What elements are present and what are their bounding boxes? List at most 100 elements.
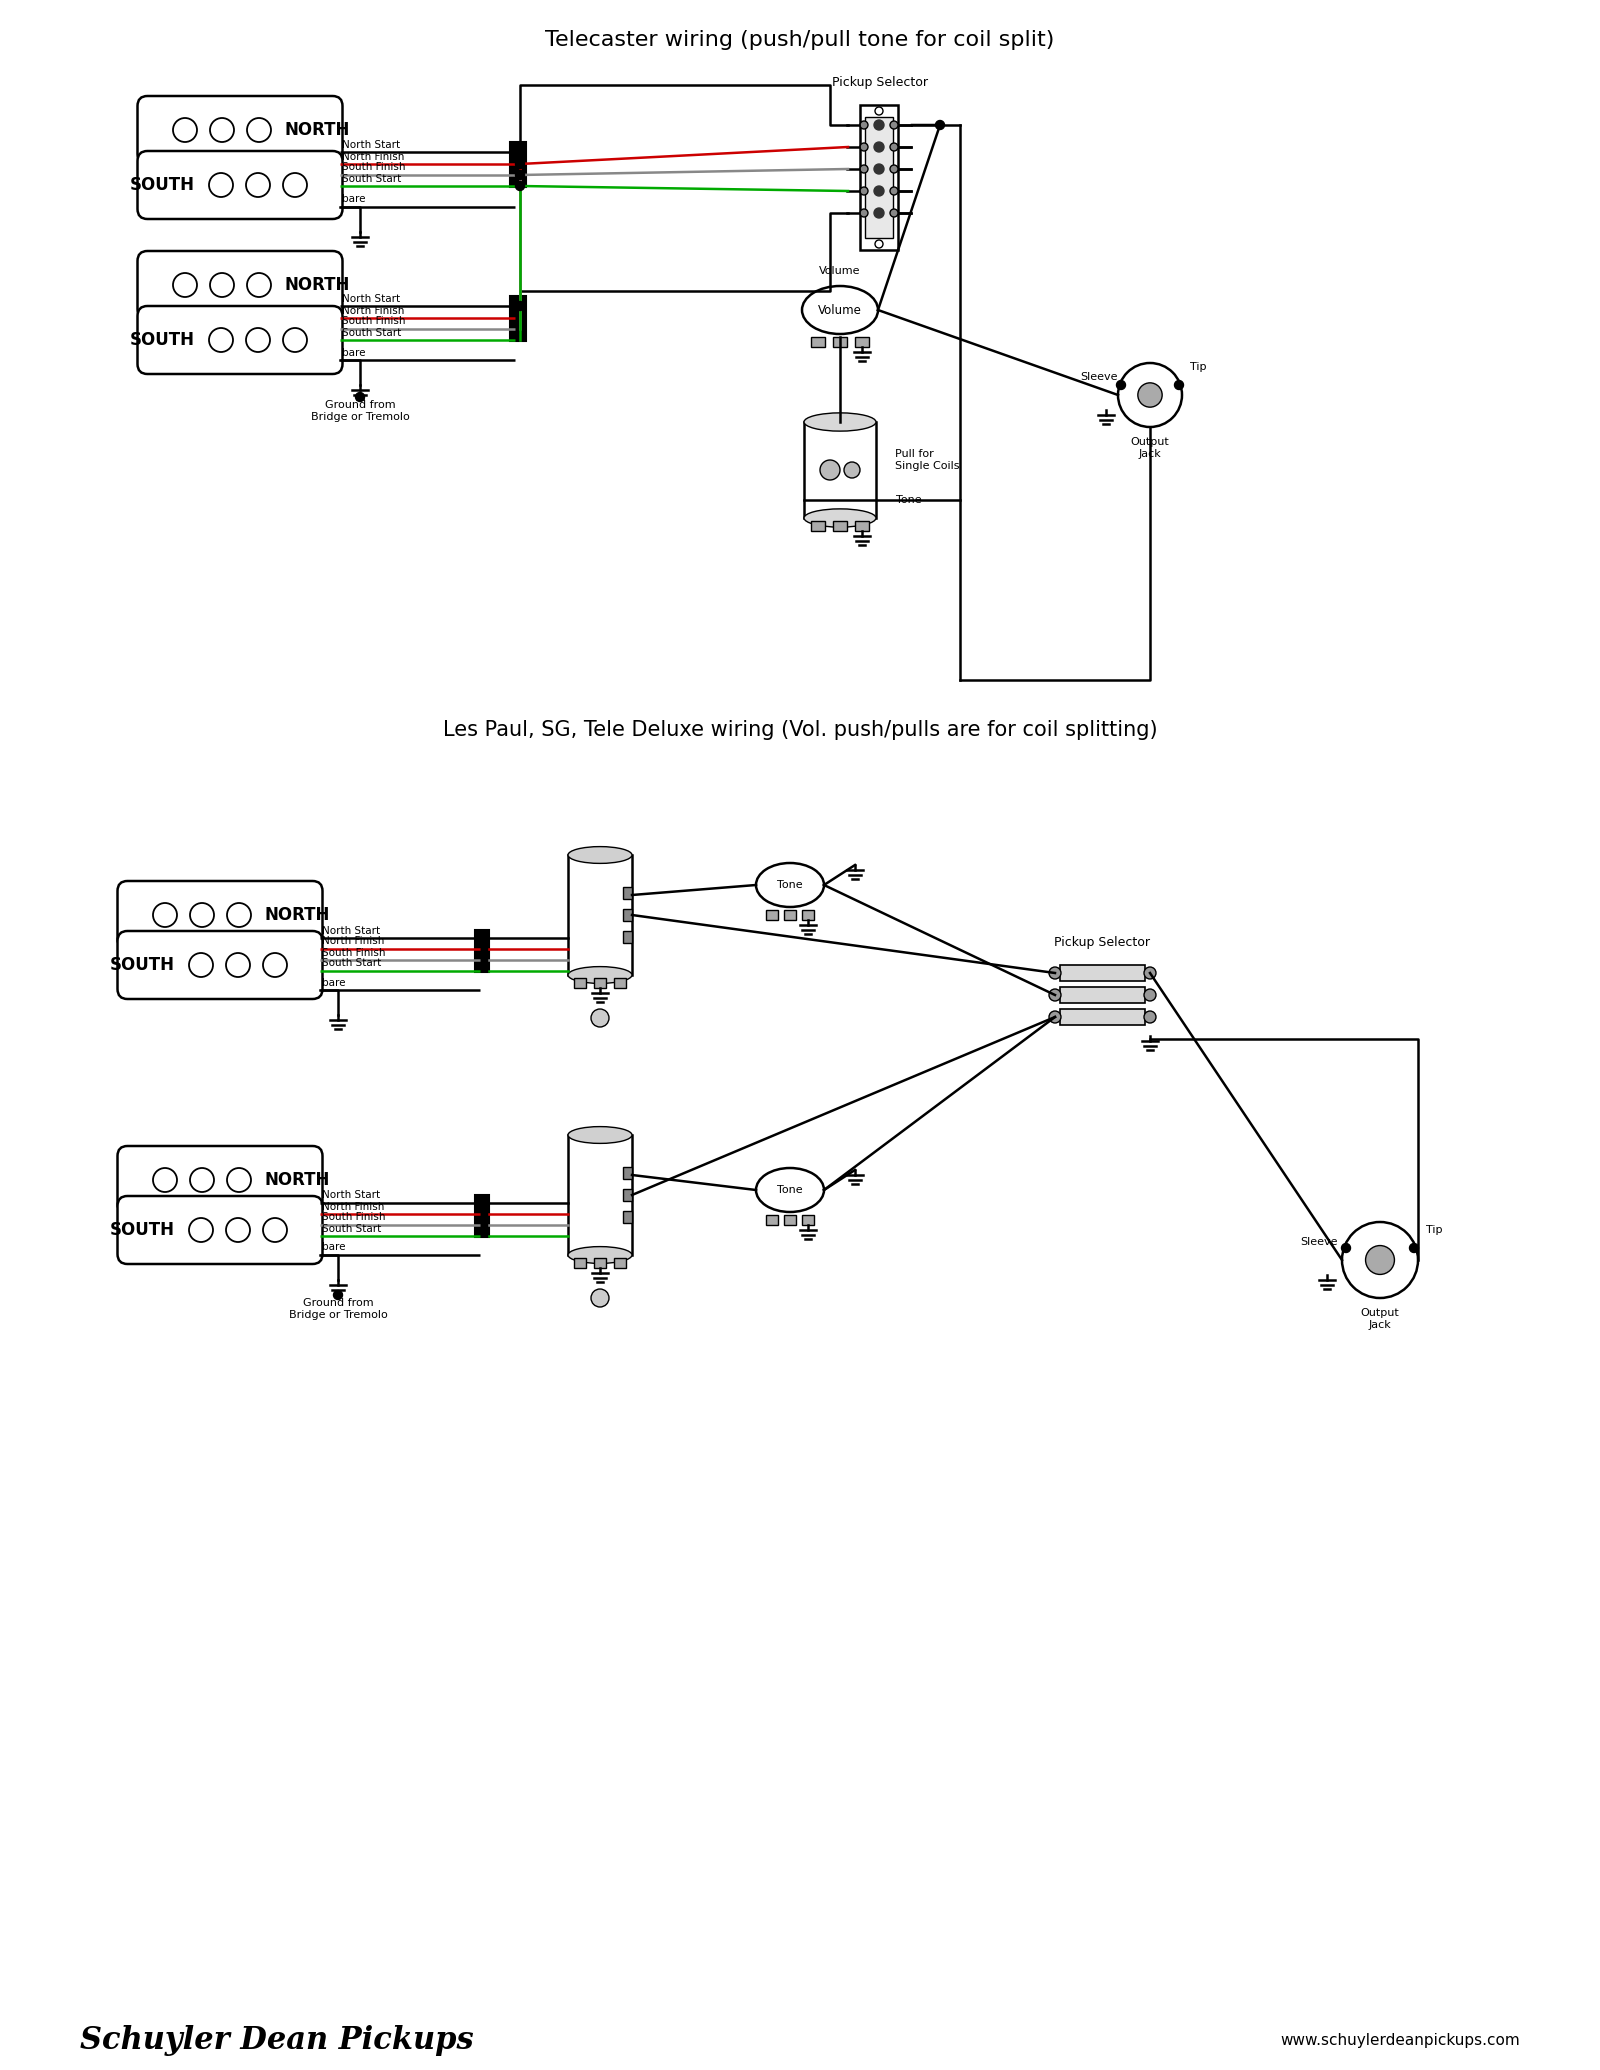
- FancyBboxPatch shape: [117, 932, 323, 1000]
- Circle shape: [890, 143, 898, 151]
- Text: SOUTH: SOUTH: [110, 956, 174, 975]
- Text: SOUTH: SOUTH: [110, 1221, 174, 1240]
- Text: South Finish: South Finish: [322, 1213, 386, 1223]
- Bar: [1059, 965, 1146, 981]
- Circle shape: [861, 143, 867, 151]
- Text: North Finish: North Finish: [342, 151, 405, 161]
- Bar: [622, 932, 632, 944]
- Circle shape: [1144, 967, 1155, 979]
- Text: South Finish: South Finish: [342, 164, 405, 172]
- Text: Les Paul, SG, Tele Deluxe wiring (Vol. push/pulls are for coil splitting): Les Paul, SG, Tele Deluxe wiring (Vol. p…: [443, 720, 1157, 739]
- Ellipse shape: [757, 863, 824, 907]
- Circle shape: [210, 174, 234, 197]
- Bar: [510, 296, 526, 342]
- Bar: [475, 929, 490, 973]
- Bar: [594, 977, 606, 987]
- Circle shape: [874, 164, 883, 174]
- Bar: [568, 1134, 632, 1254]
- Circle shape: [1050, 1010, 1061, 1023]
- Text: North Start: North Start: [342, 294, 400, 304]
- Circle shape: [189, 1217, 213, 1242]
- Bar: [574, 1259, 586, 1269]
- Bar: [861, 106, 898, 250]
- Bar: [622, 888, 632, 898]
- Circle shape: [246, 174, 270, 197]
- Bar: [622, 909, 632, 921]
- Text: North Finish: North Finish: [342, 306, 405, 315]
- Circle shape: [1050, 967, 1061, 979]
- Text: SOUTH: SOUTH: [130, 176, 195, 195]
- Circle shape: [936, 120, 944, 130]
- Text: South Finish: South Finish: [322, 948, 386, 958]
- Circle shape: [227, 1167, 251, 1192]
- Text: North Finish: North Finish: [322, 1201, 384, 1211]
- Text: South Start: South Start: [342, 327, 402, 337]
- Ellipse shape: [568, 1126, 632, 1143]
- Ellipse shape: [802, 286, 878, 333]
- Circle shape: [861, 166, 867, 174]
- Text: Schuyler Dean Pickups: Schuyler Dean Pickups: [80, 2024, 474, 2056]
- Bar: [866, 118, 893, 238]
- Circle shape: [890, 120, 898, 128]
- Text: North Finish: North Finish: [322, 936, 384, 946]
- Bar: [1059, 1008, 1146, 1025]
- Circle shape: [355, 393, 365, 402]
- Circle shape: [283, 327, 307, 352]
- Circle shape: [515, 159, 525, 168]
- Text: North Start: North Start: [322, 1190, 381, 1201]
- Circle shape: [154, 1167, 178, 1192]
- Text: North Start: North Start: [322, 925, 381, 936]
- Circle shape: [890, 209, 898, 217]
- Text: Pull for
Single Coils: Pull for Single Coils: [894, 449, 960, 470]
- Text: NORTH: NORTH: [266, 1172, 330, 1188]
- Text: Tone: Tone: [778, 880, 803, 890]
- Circle shape: [515, 182, 525, 190]
- Circle shape: [190, 903, 214, 927]
- Circle shape: [1118, 362, 1182, 426]
- FancyBboxPatch shape: [117, 1147, 323, 1213]
- Circle shape: [861, 120, 867, 128]
- Ellipse shape: [805, 509, 877, 528]
- Circle shape: [1342, 1221, 1418, 1298]
- Circle shape: [1410, 1244, 1419, 1252]
- Text: NORTH: NORTH: [285, 275, 350, 294]
- Text: North Start: North Start: [342, 139, 400, 149]
- Circle shape: [1365, 1246, 1395, 1275]
- Text: Tip: Tip: [1190, 362, 1206, 373]
- Text: Pickup Selector: Pickup Selector: [1054, 936, 1150, 948]
- Text: South Start: South Start: [322, 1223, 381, 1234]
- Text: Output
Jack: Output Jack: [1131, 437, 1170, 460]
- Circle shape: [890, 166, 898, 174]
- Text: Output
Jack: Output Jack: [1360, 1308, 1400, 1329]
- Text: Ground from
Bridge or Tremolo: Ground from Bridge or Tremolo: [310, 400, 410, 422]
- Circle shape: [333, 1290, 342, 1300]
- Circle shape: [590, 1290, 610, 1306]
- Circle shape: [246, 118, 270, 143]
- Circle shape: [1144, 1010, 1155, 1023]
- FancyBboxPatch shape: [138, 306, 342, 375]
- Bar: [854, 337, 869, 348]
- Circle shape: [189, 952, 213, 977]
- Circle shape: [861, 209, 867, 217]
- Text: Sleeve: Sleeve: [1080, 373, 1117, 383]
- Circle shape: [1138, 383, 1162, 408]
- Bar: [574, 977, 586, 987]
- Bar: [784, 1215, 797, 1225]
- FancyBboxPatch shape: [117, 882, 323, 948]
- Circle shape: [874, 143, 883, 151]
- Text: bare: bare: [322, 977, 346, 987]
- Text: Ground from
Bridge or Tremolo: Ground from Bridge or Tremolo: [288, 1298, 387, 1319]
- Bar: [614, 977, 626, 987]
- Circle shape: [154, 903, 178, 927]
- Text: Tone: Tone: [896, 495, 922, 505]
- Text: South Start: South Start: [342, 174, 402, 184]
- Circle shape: [1174, 381, 1184, 389]
- Circle shape: [875, 108, 883, 116]
- Circle shape: [515, 170, 525, 180]
- Text: NORTH: NORTH: [266, 907, 330, 923]
- Circle shape: [890, 186, 898, 195]
- Circle shape: [262, 1217, 286, 1242]
- Bar: [834, 522, 846, 532]
- Circle shape: [226, 952, 250, 977]
- Bar: [1059, 987, 1146, 1004]
